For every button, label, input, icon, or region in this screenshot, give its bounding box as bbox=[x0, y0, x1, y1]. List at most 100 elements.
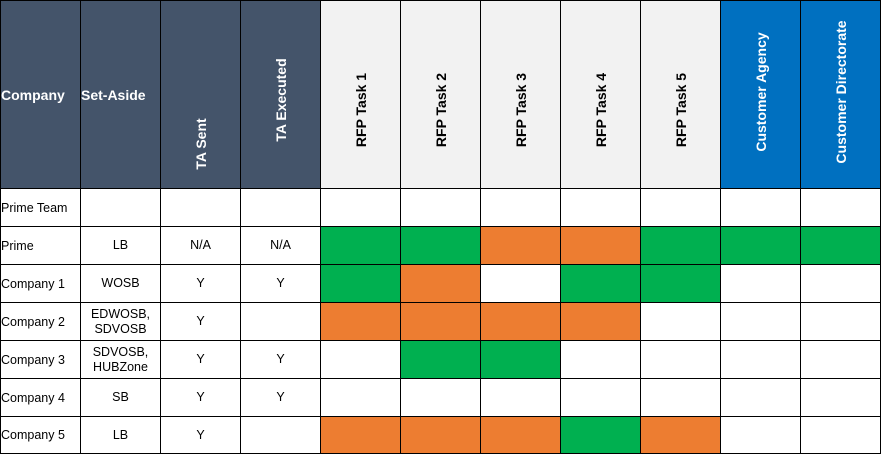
header-ta-executed: TA Executed bbox=[240, 0, 321, 189]
status-cell-customer-agency bbox=[720, 416, 801, 454]
company-cell: Prime Team bbox=[0, 188, 81, 227]
set-aside-cell: SB bbox=[80, 378, 161, 417]
ta-executed-cell bbox=[240, 188, 321, 227]
company-cell: Company 2 bbox=[0, 302, 81, 341]
status-cell-rfp-task-5 bbox=[640, 302, 721, 341]
status-cell-rfp-task-3 bbox=[480, 416, 561, 454]
header-rfp-task-2: RFP Task 2 bbox=[400, 0, 481, 189]
status-cell-rfp-task-1 bbox=[320, 226, 401, 265]
ta-executed-cell: Y bbox=[240, 340, 321, 379]
status-cell-customer-directorate bbox=[800, 302, 881, 341]
header-rfp-task-3-label: RFP Task 3 bbox=[512, 72, 529, 148]
company-cell: Company 4 bbox=[0, 378, 81, 417]
set-aside-cell: SDVOSB, HUBZone bbox=[80, 340, 161, 379]
ta-executed-cell bbox=[240, 302, 321, 341]
status-cell-rfp-task-4 bbox=[560, 378, 641, 417]
status-cell-rfp-task-5 bbox=[640, 340, 721, 379]
ta-executed-cell: Y bbox=[240, 264, 321, 303]
header-company: Company bbox=[0, 0, 81, 189]
status-cell-rfp-task-4 bbox=[560, 302, 641, 341]
header-rfp-task-5-label: RFP Task 5 bbox=[672, 72, 689, 148]
status-cell-customer-agency bbox=[720, 226, 801, 265]
company-cell: Prime bbox=[0, 226, 81, 265]
status-cell-customer-directorate bbox=[800, 188, 881, 227]
set-aside-cell: LB bbox=[80, 416, 161, 454]
header-rfp-task-4: RFP Task 4 bbox=[560, 0, 641, 189]
ta-sent-cell: Y bbox=[160, 378, 241, 417]
status-cell-rfp-task-4 bbox=[560, 416, 641, 454]
status-cell-rfp-task-1 bbox=[320, 264, 401, 303]
status-cell-rfp-task-4 bbox=[560, 188, 641, 227]
set-aside-cell: EDWOSB, SDVOSB bbox=[80, 302, 161, 341]
header-ta-executed-label: TA Executed bbox=[272, 58, 289, 142]
status-cell-customer-agency bbox=[720, 264, 801, 303]
status-cell-rfp-task-5 bbox=[640, 378, 721, 417]
status-cell-customer-directorate bbox=[800, 264, 881, 303]
status-cell-rfp-task-1 bbox=[320, 416, 401, 454]
table-row: Company 3 SDVOSB, HUBZone Y Y bbox=[0, 340, 881, 379]
status-cell-rfp-task-5 bbox=[640, 188, 721, 227]
ta-sent-cell: Y bbox=[160, 340, 241, 379]
status-cell-rfp-task-4 bbox=[560, 340, 641, 379]
header-rfp-task-1-label: RFP Task 1 bbox=[352, 72, 369, 148]
table-row: Company 1 WOSB Y Y bbox=[0, 264, 881, 303]
header-rfp-task-5: RFP Task 5 bbox=[640, 0, 721, 189]
status-cell-rfp-task-3 bbox=[480, 264, 561, 303]
status-cell-rfp-task-2 bbox=[400, 340, 481, 379]
header-customer-directorate: Customer Directorate bbox=[800, 0, 881, 189]
header-row: Company Set-Aside TA Sent TA Executed RF… bbox=[0, 0, 881, 189]
ta-sent-cell: Y bbox=[160, 302, 241, 341]
header-rfp-task-2-label: RFP Task 2 bbox=[432, 72, 449, 148]
table-row: Prime Team bbox=[0, 188, 881, 227]
table-row: Company 4 SB Y Y bbox=[0, 378, 881, 417]
table-row: Prime LB N/A N/A bbox=[0, 226, 881, 265]
ta-sent-cell: Y bbox=[160, 264, 241, 303]
header-ta-sent: TA Sent bbox=[160, 0, 241, 189]
status-cell-rfp-task-5 bbox=[640, 416, 721, 454]
table-body: Prime Team Prime LB N/A N/A Company 1 WOSB Y Y Co… bbox=[0, 188, 881, 454]
table-row: Company 2 EDWOSB, SDVOSB Y bbox=[0, 302, 881, 341]
status-cell-rfp-task-2 bbox=[400, 264, 481, 303]
ta-executed-cell bbox=[240, 416, 321, 454]
status-cell-rfp-task-4 bbox=[560, 264, 641, 303]
status-cell-rfp-task-3 bbox=[480, 378, 561, 417]
set-aside-cell: WOSB bbox=[80, 264, 161, 303]
table-row: Company 5 LB Y bbox=[0, 416, 881, 454]
ta-executed-cell: Y bbox=[240, 378, 321, 417]
status-cell-rfp-task-1 bbox=[320, 378, 401, 417]
status-cell-customer-agency bbox=[720, 378, 801, 417]
header-customer-agency: Customer Agency bbox=[720, 0, 801, 189]
status-cell-rfp-task-2 bbox=[400, 188, 481, 227]
status-cell-rfp-task-2 bbox=[400, 416, 481, 454]
company-cell: Company 5 bbox=[0, 416, 81, 454]
ta-executed-cell: N/A bbox=[240, 226, 321, 265]
status-cell-rfp-task-5 bbox=[640, 226, 721, 265]
header-rfp-task-3: RFP Task 3 bbox=[480, 0, 561, 189]
header-set-aside: Set-Aside bbox=[80, 0, 161, 189]
status-cell-customer-agency bbox=[720, 302, 801, 341]
ta-sent-cell: N/A bbox=[160, 226, 241, 265]
status-cell-rfp-task-3 bbox=[480, 226, 561, 265]
status-cell-rfp-task-3 bbox=[480, 302, 561, 341]
status-cell-rfp-task-1 bbox=[320, 340, 401, 379]
status-cell-rfp-task-2 bbox=[400, 302, 481, 341]
status-cell-customer-directorate bbox=[800, 416, 881, 454]
status-cell-customer-directorate bbox=[800, 378, 881, 417]
status-cell-customer-agency bbox=[720, 340, 801, 379]
header-customer-agency-label: Customer Agency bbox=[752, 32, 769, 152]
set-aside-cell bbox=[80, 188, 161, 227]
status-cell-rfp-task-3 bbox=[480, 340, 561, 379]
status-cell-rfp-task-3 bbox=[480, 188, 561, 227]
status-cell-rfp-task-2 bbox=[400, 378, 481, 417]
ta-sent-cell bbox=[160, 188, 241, 227]
status-cell-rfp-task-2 bbox=[400, 226, 481, 265]
status-cell-rfp-task-1 bbox=[320, 188, 401, 227]
status-cell-rfp-task-4 bbox=[560, 226, 641, 265]
header-ta-sent-label: TA Sent bbox=[192, 118, 209, 170]
status-cell-rfp-task-1 bbox=[320, 302, 401, 341]
status-cell-customer-directorate bbox=[800, 226, 881, 265]
header-customer-directorate-label: Customer Directorate bbox=[832, 20, 849, 164]
header-rfp-task-1: RFP Task 1 bbox=[320, 0, 401, 189]
status-cell-rfp-task-5 bbox=[640, 264, 721, 303]
